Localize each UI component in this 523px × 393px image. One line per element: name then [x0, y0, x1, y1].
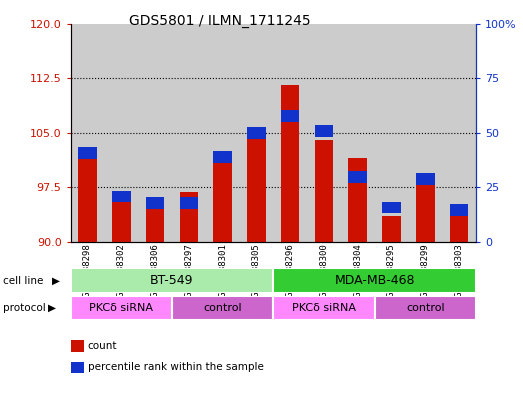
- Bar: [146, 196, 164, 242]
- Text: BT-549: BT-549: [150, 274, 194, 287]
- Bar: [206, 24, 240, 242]
- Text: MDA-MB-468: MDA-MB-468: [334, 274, 415, 287]
- Bar: [416, 173, 435, 185]
- Bar: [273, 296, 374, 320]
- Text: count: count: [88, 341, 117, 351]
- Bar: [78, 158, 97, 242]
- Text: control: control: [406, 303, 445, 313]
- Bar: [71, 296, 172, 320]
- Bar: [105, 24, 138, 242]
- Text: GDS5801 / ILMN_1711245: GDS5801 / ILMN_1711245: [129, 14, 311, 28]
- Bar: [213, 156, 232, 242]
- Bar: [146, 197, 164, 209]
- Text: protocol: protocol: [3, 303, 46, 313]
- Bar: [341, 24, 374, 242]
- Bar: [172, 296, 273, 320]
- Bar: [281, 85, 300, 242]
- Bar: [307, 24, 341, 242]
- Bar: [247, 132, 266, 242]
- Bar: [179, 192, 198, 242]
- Bar: [281, 110, 300, 122]
- Bar: [374, 296, 476, 320]
- Text: PKCδ siRNA: PKCδ siRNA: [292, 303, 356, 313]
- Bar: [408, 24, 442, 242]
- Bar: [348, 158, 367, 242]
- Bar: [382, 216, 401, 242]
- Bar: [112, 192, 131, 242]
- Bar: [442, 24, 476, 242]
- Bar: [213, 151, 232, 163]
- Bar: [78, 147, 97, 159]
- Bar: [71, 268, 273, 293]
- Text: percentile rank within the sample: percentile rank within the sample: [88, 362, 264, 373]
- Bar: [450, 204, 468, 215]
- Bar: [71, 24, 105, 242]
- Bar: [315, 125, 333, 137]
- Bar: [240, 24, 273, 242]
- Text: control: control: [203, 303, 242, 313]
- Bar: [348, 171, 367, 183]
- Bar: [247, 127, 266, 139]
- Text: ▶: ▶: [48, 303, 56, 313]
- Text: ▶: ▶: [52, 275, 60, 286]
- Bar: [273, 268, 476, 293]
- Bar: [382, 202, 401, 213]
- Bar: [374, 24, 408, 242]
- Text: cell line: cell line: [3, 275, 43, 286]
- Bar: [179, 197, 198, 209]
- Bar: [450, 216, 468, 242]
- Bar: [273, 24, 307, 242]
- Bar: [315, 140, 333, 242]
- Bar: [172, 24, 206, 242]
- Bar: [138, 24, 172, 242]
- Bar: [416, 180, 435, 242]
- Text: PKCδ siRNA: PKCδ siRNA: [89, 303, 153, 313]
- Bar: [112, 191, 131, 202]
